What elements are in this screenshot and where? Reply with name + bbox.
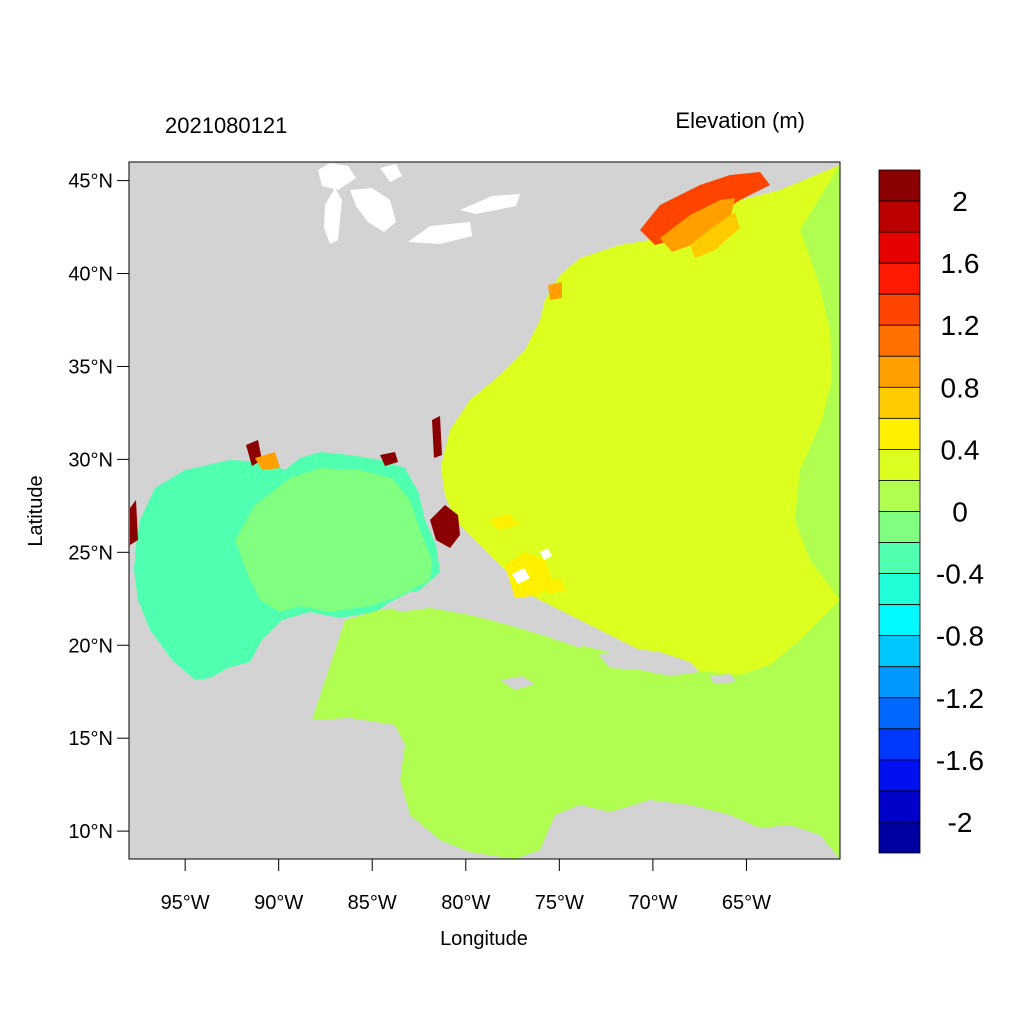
x-tick-label: 90°W <box>254 892 303 914</box>
colorbar-label: 1.6 <box>941 248 980 279</box>
y-tick-label: 45°N <box>68 171 113 193</box>
colorbar-label: 2 <box>952 186 968 217</box>
y-tick-label: 10°N <box>68 821 113 843</box>
x-tick-label: 65°W <box>722 892 771 914</box>
x-axis-label: Longitude <box>440 928 528 950</box>
x-tick-label: 95°W <box>161 892 210 914</box>
northeast-surge-mid <box>660 198 735 252</box>
gulf-central-shelf <box>235 468 432 612</box>
x-tick-label: 75°W <box>535 892 584 914</box>
colorbar-swatch <box>878 728 921 761</box>
colorbar-label: -0.4 <box>936 559 984 590</box>
y-tick-label: 25°N <box>68 542 113 564</box>
plot-frame <box>128 161 841 860</box>
colorbar-swatch <box>878 542 921 574</box>
colorbar-swatch <box>878 821 921 854</box>
colorbar-swatch <box>878 480 921 512</box>
y-axis-label: Latitude <box>25 475 47 546</box>
puerto-rico <box>710 674 736 684</box>
south-america <box>515 800 840 859</box>
y-tick-label: 30°N <box>68 449 113 471</box>
colorbar-label: 0.8 <box>941 372 980 403</box>
bahamas-islands <box>512 548 552 584</box>
colorbar-swatch <box>878 635 921 668</box>
y-tick-label: 40°N <box>68 264 113 286</box>
y-axis: 45°N 40°N 35°N 30°N 25°N 20°N 15°N 10°N <box>68 171 129 843</box>
bahamas-banks <box>488 514 566 598</box>
colorbar-swatch <box>878 790 921 823</box>
colorbar-swatch <box>878 666 921 699</box>
colorbar-swatch <box>878 511 921 543</box>
colorbar: 2 1.6 1.2 0.8 0.4 0 -0.4 -0.8 -1.2 -1.6 -2 <box>878 169 984 854</box>
great-lakes <box>318 163 520 244</box>
colorbar-label: -2 <box>948 807 973 838</box>
central-america <box>129 690 470 859</box>
yucatan <box>228 612 345 720</box>
colorbar-swatch <box>878 697 921 730</box>
x-axis: 95°W 90°W 85°W 80°W 75°W 70°W 65°W <box>161 859 771 914</box>
coastal-surge-high <box>130 416 460 548</box>
x-tick-label: 70°W <box>628 892 677 914</box>
colorbar-swatch <box>878 169 921 202</box>
colorbar-label: 1.2 <box>941 310 980 341</box>
jamaica <box>500 676 535 690</box>
colorbar-swatch <box>878 386 921 419</box>
colorbar-swatch <box>878 759 921 792</box>
colorbar-swatch <box>878 200 921 233</box>
northeast-surge-low <box>690 212 740 258</box>
atlantic-ocean <box>440 165 840 675</box>
y-tick-label: 35°N <box>68 356 113 378</box>
map-plot <box>128 161 841 860</box>
colorbar-swatch <box>878 573 921 606</box>
colorbar-swatch <box>878 355 921 388</box>
coastal-surge-orange <box>255 282 562 470</box>
atlantic-east-band <box>795 165 840 600</box>
colorbar-label: -1.6 <box>936 745 984 776</box>
colorbar-swatch <box>878 417 921 450</box>
variable-title: Elevation (m) <box>675 108 805 133</box>
colorbar-label: -1.2 <box>936 683 984 714</box>
y-tick-label: 20°N <box>68 635 113 657</box>
colorbar-swatch <box>878 231 921 264</box>
x-tick-label: 85°W <box>348 892 397 914</box>
x-tick-label: 80°W <box>441 892 490 914</box>
colorbar-swatch <box>878 324 921 357</box>
colorbar-swatch <box>878 262 921 295</box>
colorbar-label: 0 <box>952 497 968 528</box>
colorbar-swatch <box>878 449 921 481</box>
date-title: 2021080121 <box>165 113 287 138</box>
colorbar-label: 0.4 <box>941 434 980 465</box>
colorbar-swatch <box>878 293 921 326</box>
colorbar-swatch <box>878 604 921 637</box>
colorbar-label: -0.8 <box>936 621 984 652</box>
y-tick-label: 15°N <box>68 728 113 750</box>
hispaniola <box>598 648 700 676</box>
cuba <box>385 590 590 648</box>
caribbean-sea <box>312 600 840 859</box>
